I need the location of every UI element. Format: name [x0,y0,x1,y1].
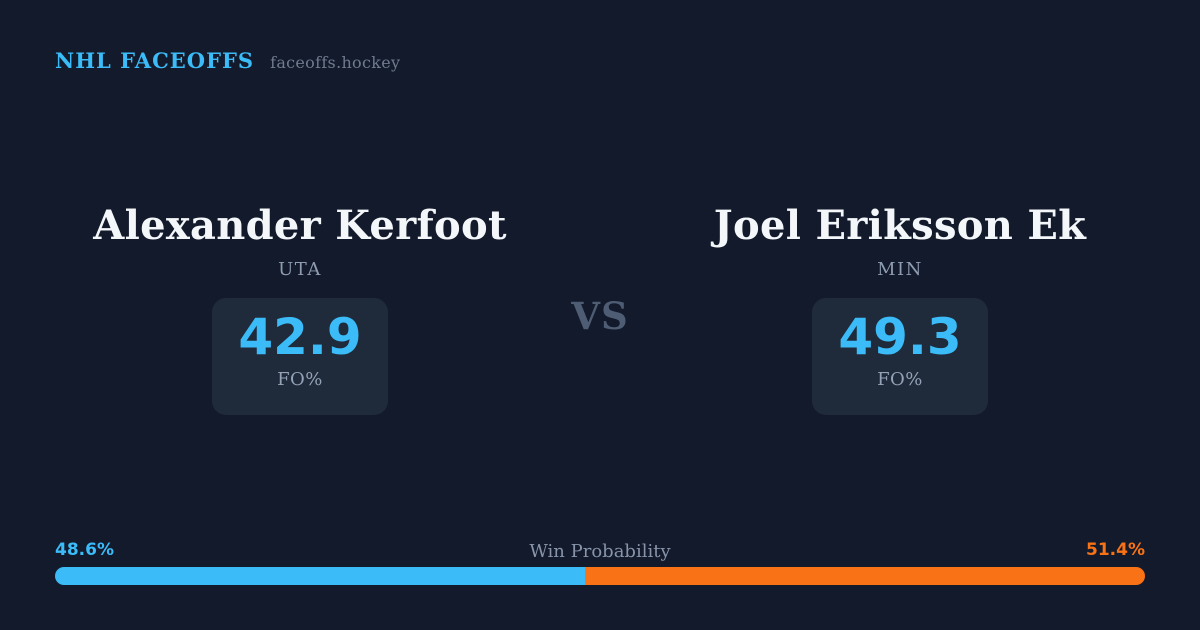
stat-card: 42.9 FO% [212,298,388,415]
win-probability-title: Win Probability [529,541,671,562]
left-probability-label: 48.6% [55,540,114,560]
site-url: faceoffs.hockey [270,53,401,72]
right-probability-label: 51.4% [1086,540,1145,560]
player-panel-right: Joel Eriksson Ek MIN 49.3 FO% [650,203,1150,415]
win-bar-left-segment [55,567,585,585]
player-panel-left: Alexander Kerfoot UTA 42.9 FO% [50,203,550,415]
brand-title: NHL FACEOFFS [55,48,255,73]
player-name: Alexander Kerfoot [93,202,507,249]
win-bar-right-segment [584,567,1145,585]
vs-label: VS [571,294,629,338]
team-abbr: UTA [278,259,322,280]
win-probability-labels: 48.6% Win Probability 51.4% [55,540,1145,564]
team-abbr: MIN [877,259,923,280]
stat-card: 49.3 FO% [812,298,988,415]
stat-unit: FO% [877,369,923,390]
stat-value: 49.3 [838,308,962,366]
player-name: Joel Eriksson Ek [713,202,1087,249]
stat-unit: FO% [277,369,323,390]
header: NHL FACEOFFS faceoffs.hockey [55,48,400,73]
win-probability-bar [55,567,1145,585]
stat-value: 42.9 [238,308,362,366]
